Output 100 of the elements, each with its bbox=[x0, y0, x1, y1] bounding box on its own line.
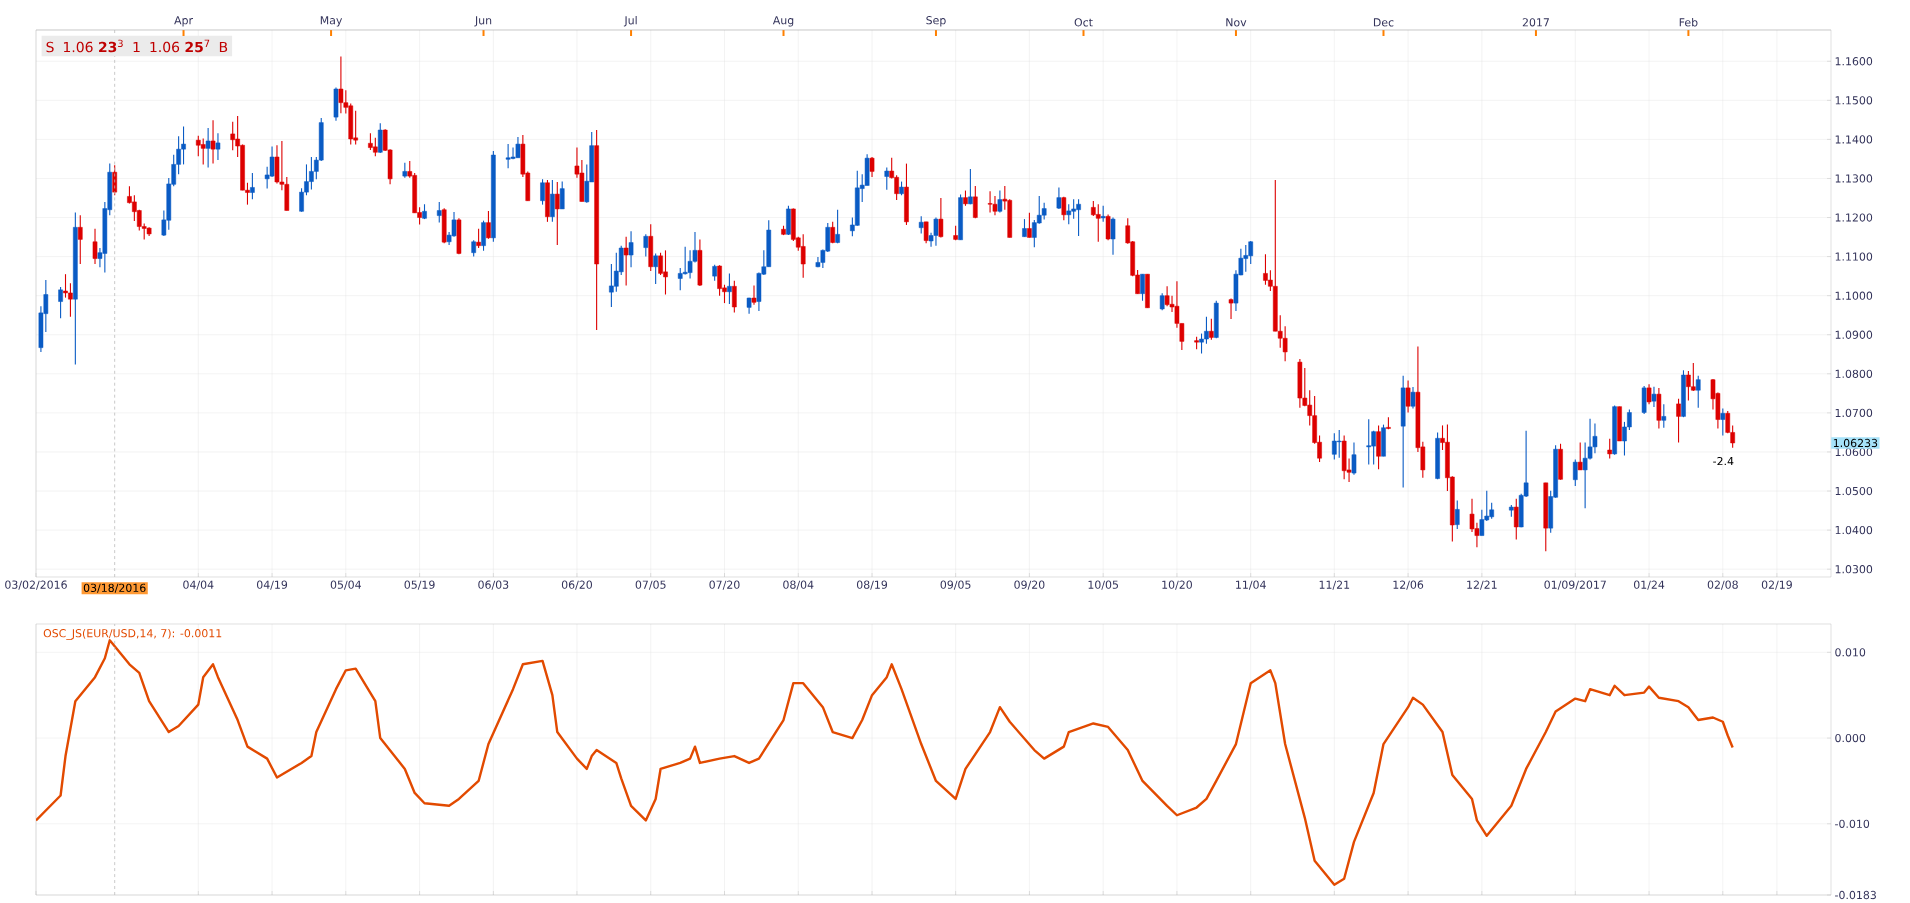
candlestick bbox=[205, 127, 211, 169]
y-tick-label: -0.0183 bbox=[1835, 890, 1876, 900]
candlestick bbox=[554, 181, 560, 246]
candlestick bbox=[628, 230, 634, 268]
candlestick bbox=[215, 132, 221, 161]
candlestick bbox=[486, 210, 491, 240]
x-tick-label: 09/20 bbox=[1014, 580, 1045, 590]
x-tick-label: 08/04 bbox=[783, 580, 814, 590]
candlestick bbox=[1056, 186, 1062, 210]
candlestick bbox=[1410, 386, 1416, 410]
candlestick bbox=[1651, 386, 1657, 408]
x-tick-label: 04/19 bbox=[256, 580, 288, 590]
candlestick bbox=[987, 190, 993, 214]
x2-tick-label: Apr bbox=[174, 16, 194, 27]
x-tick-label: 10/05 bbox=[1088, 580, 1118, 590]
x-tick-label: 06/03 bbox=[478, 580, 509, 590]
x2-tick-label: May bbox=[320, 16, 343, 27]
x-tick-label: 05/04 bbox=[330, 580, 361, 590]
annotation: 1.06 23$^{3}$ bbox=[63, 39, 123, 53]
candlestick bbox=[1228, 297, 1234, 320]
y-tick-label: 1.0600 bbox=[1835, 447, 1873, 457]
candlestick bbox=[58, 286, 63, 319]
text: 1.06233 bbox=[1833, 438, 1878, 448]
candlestick bbox=[923, 221, 929, 244]
x-tick-label: 05/19 bbox=[404, 580, 435, 590]
candlestick bbox=[623, 236, 629, 287]
annotation: S bbox=[46, 41, 54, 53]
x2-tick-label: Nov bbox=[1226, 18, 1247, 27]
candlestick bbox=[1646, 383, 1652, 405]
candlestick bbox=[1577, 442, 1583, 471]
annotation: 1.06 25$^{7}$ bbox=[150, 39, 210, 53]
x2-tick-label: Dec bbox=[1373, 18, 1394, 27]
candlestick bbox=[1209, 318, 1214, 341]
candlestick bbox=[751, 284, 757, 306]
y-tick-label: 0.000 bbox=[1835, 733, 1866, 743]
x-tick-label: 09/05 bbox=[940, 580, 971, 590]
candlestick bbox=[835, 209, 840, 244]
y-tick-label: 1.1600 bbox=[1835, 57, 1873, 66]
candlestick bbox=[1572, 458, 1578, 487]
x-tick-label: 03/02/2016 bbox=[5, 580, 67, 590]
candlestick bbox=[1110, 216, 1116, 256]
candlestick bbox=[1105, 213, 1111, 241]
candlestick bbox=[1695, 375, 1701, 409]
candlestick bbox=[727, 272, 732, 305]
candlestick bbox=[210, 119, 216, 165]
x-tick-label: 10/20 bbox=[1162, 580, 1192, 590]
x-tick-label: 12/21 bbox=[1467, 580, 1497, 590]
x-tick-label: 11/04 bbox=[1236, 580, 1266, 590]
x2-tick-label: 2017 bbox=[1522, 18, 1549, 27]
x-tick-label: 01/09/2017 bbox=[1544, 580, 1606, 590]
y-tick-label: 1.0400 bbox=[1835, 525, 1873, 535]
x2-tick-label: Feb bbox=[1679, 17, 1698, 27]
x-tick-label: 12/06 bbox=[1393, 580, 1424, 590]
candlestick bbox=[250, 172, 255, 200]
candlestick bbox=[1027, 212, 1032, 239]
candlestick bbox=[884, 166, 890, 191]
x-tick-label: 07/20 bbox=[709, 580, 740, 590]
x2-tick-label: Oct bbox=[1074, 18, 1093, 27]
candlestick bbox=[1405, 379, 1411, 414]
y-tick-label: 1.1300 bbox=[1835, 174, 1873, 183]
candlestick bbox=[643, 233, 649, 258]
candlestick bbox=[77, 214, 83, 265]
chart-title: OSC_JS(EUR/USD,14, 7): -0.0011 bbox=[43, 628, 222, 640]
candlestick bbox=[800, 233, 806, 279]
x-tick-label: 04/04 bbox=[183, 580, 214, 590]
candlestick bbox=[436, 201, 442, 224]
candlestick bbox=[476, 228, 481, 249]
y-tick-label: 1.1100 bbox=[1835, 252, 1873, 261]
x2-tick-label: Sep bbox=[926, 16, 946, 27]
y-tick-label: 1.0800 bbox=[1835, 369, 1873, 378]
candlestick bbox=[732, 280, 737, 314]
candlestick bbox=[1676, 398, 1681, 444]
candlestick bbox=[1095, 203, 1101, 243]
y-tick-label: 1.1000 bbox=[1835, 291, 1873, 300]
x2-tick-label: Aug bbox=[772, 16, 794, 27]
ref-line-label: 03/18/2016 bbox=[83, 583, 146, 593]
x-tick-label: 07/05 bbox=[635, 580, 666, 590]
candlestick bbox=[938, 197, 944, 239]
candlestick bbox=[1351, 442, 1357, 476]
candlestick bbox=[1140, 273, 1145, 302]
y-tick-label: 1.0500 bbox=[1835, 486, 1873, 496]
x2-tick-label: Jun bbox=[474, 16, 492, 27]
candlestick bbox=[653, 252, 658, 285]
candlestick bbox=[195, 135, 201, 157]
y-tick-label: 0.010 bbox=[1835, 648, 1866, 657]
candlestick bbox=[1479, 509, 1485, 537]
candlestick bbox=[377, 122, 383, 154]
y-tick-label: 1.0900 bbox=[1835, 330, 1873, 339]
x-tick-label: 08/19 bbox=[856, 580, 888, 590]
candlestick bbox=[1336, 429, 1342, 459]
candlestick bbox=[968, 168, 973, 205]
candlestick bbox=[1066, 203, 1072, 225]
candlestick bbox=[1720, 408, 1726, 437]
y-tick-label: 1.1400 bbox=[1835, 135, 1873, 144]
candlestick bbox=[1332, 432, 1337, 460]
candlestick bbox=[481, 220, 486, 252]
annotation: 1 bbox=[133, 41, 140, 53]
candlestick bbox=[559, 181, 565, 210]
x2-tick-label: Jul bbox=[623, 15, 637, 27]
annotation: -2.4 bbox=[1713, 456, 1734, 466]
